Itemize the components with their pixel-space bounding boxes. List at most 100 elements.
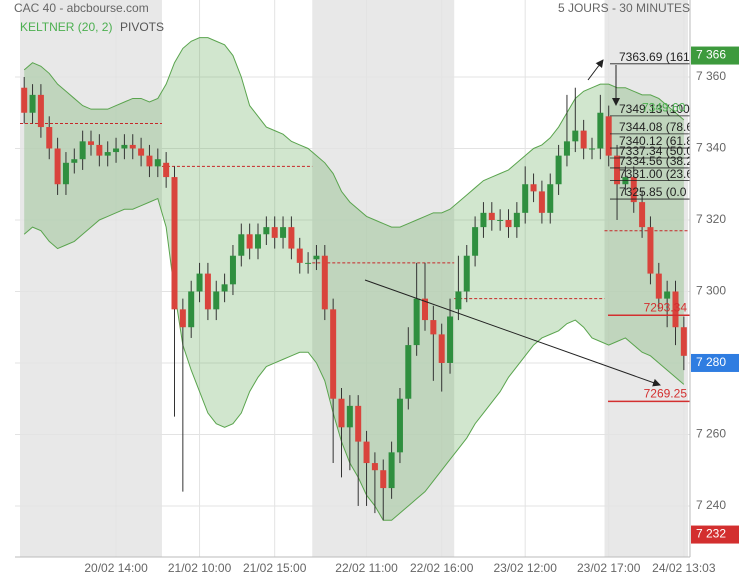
candle-body — [321, 255, 328, 310]
fib-label: 7334.56 (38.2 — [619, 154, 693, 168]
candle-body — [154, 159, 161, 167]
candle-body — [614, 155, 621, 185]
candle-body — [630, 177, 637, 203]
high-label: 7349.60 — [642, 100, 686, 114]
candle-body — [438, 334, 445, 363]
fib-label: 7337.34 (50.0 — [619, 144, 693, 158]
day-shade — [20, 0, 162, 557]
fib-label: 7325.85 (0.0 — [619, 185, 687, 199]
x-tick-label: 21/02 10:00 — [168, 561, 232, 575]
candle-body — [647, 227, 654, 274]
candle-body — [54, 148, 61, 185]
candle-body — [46, 127, 53, 149]
y-tick-label: 7 340 — [696, 141, 726, 155]
candle-body — [672, 291, 679, 328]
x-tick-label: 22/02 11:00 — [335, 561, 398, 575]
y-tick-label: 7 320 — [696, 212, 726, 226]
fib-label: 7340.12 (61.8 — [619, 134, 693, 148]
candle-body — [104, 152, 111, 156]
candle-body — [330, 309, 337, 399]
candle-body — [221, 284, 228, 292]
price-tag — [691, 46, 739, 65]
candle-body — [430, 320, 437, 335]
candle-body — [263, 227, 270, 235]
legend-keltner: KELTNER (20, 2) — [20, 20, 112, 34]
candle-body — [29, 94, 36, 113]
candle-body — [655, 273, 662, 299]
candle-body — [380, 470, 387, 489]
x-tick-label: 23/02 17:00 — [577, 561, 641, 575]
candle-body — [413, 298, 420, 346]
candle-body — [171, 177, 178, 310]
price-tag — [691, 525, 739, 544]
level-label: 7293.34 — [644, 300, 688, 314]
candle-body — [129, 144, 136, 149]
candle-body — [79, 141, 86, 160]
arrow — [587, 59, 604, 81]
candle-body — [488, 212, 495, 220]
candle-body — [21, 87, 28, 113]
candle-body — [680, 327, 687, 356]
x-tick-label: 20/02 14:00 — [84, 561, 148, 575]
candle-body — [62, 162, 69, 185]
fib-label: 7349.13 (100 — [619, 102, 690, 116]
candle-body — [463, 255, 470, 292]
candle-body — [313, 255, 320, 260]
candle-body — [422, 298, 428, 321]
candle-body — [346, 405, 353, 428]
candle-body — [296, 248, 303, 263]
candle-body — [113, 148, 120, 153]
candle-body — [580, 130, 587, 149]
candle-body — [280, 227, 287, 238]
candle-body — [497, 219, 504, 221]
candle-body — [547, 184, 554, 213]
fib-label: 7344.08 (78.6 — [619, 120, 693, 134]
candle-body — [163, 162, 170, 178]
y-tick-label: 7 260 — [696, 427, 726, 441]
candle-body — [288, 227, 295, 249]
price-tag-label: 7 366 — [696, 48, 726, 62]
band-fill — [24, 37, 684, 521]
candle-body — [355, 405, 362, 442]
candle-body — [305, 262, 312, 264]
trend-line — [364, 279, 661, 387]
candle-body — [597, 112, 604, 149]
candle-body — [213, 291, 220, 310]
candle-body — [196, 273, 203, 292]
candle-body — [121, 144, 128, 149]
day-shade — [604, 0, 688, 557]
candle-body — [238, 234, 245, 256]
candle-body — [37, 94, 44, 128]
candle-body — [639, 202, 646, 228]
candle-body — [338, 398, 345, 428]
chart-title: CAC 40 - abcbourse.com — [14, 1, 149, 15]
candle-body — [255, 234, 261, 249]
candle-body — [96, 144, 103, 156]
candle-body — [555, 155, 562, 185]
candle-body — [664, 291, 671, 299]
candle-body — [188, 291, 195, 328]
candle-body — [138, 148, 145, 156]
candle-body — [563, 141, 570, 156]
chart-subtitle: 5 JOURS - 30 MINUTES — [558, 1, 690, 15]
price-tag-label: 7 232 — [696, 527, 726, 541]
candle-body — [246, 234, 253, 249]
price-tag — [691, 353, 739, 372]
level-label: 7269.25 — [644, 387, 688, 401]
candle-body — [522, 184, 529, 213]
candle-body — [605, 116, 612, 156]
candle-body — [447, 316, 454, 363]
candle-body — [204, 273, 211, 310]
candle-body — [505, 219, 512, 228]
y-tick-label: 7 240 — [696, 498, 726, 512]
candle-body — [271, 227, 278, 238]
x-tick-label: 24/02 13:03 — [652, 561, 716, 575]
candle-body — [396, 398, 403, 453]
x-tick-label: 21/02 15:00 — [243, 561, 307, 575]
band-lower — [23, 197, 685, 521]
fib-label: 7331.00 (23.6 — [619, 167, 693, 181]
y-tick-label: 7 300 — [696, 284, 726, 298]
candle-body — [388, 452, 395, 489]
